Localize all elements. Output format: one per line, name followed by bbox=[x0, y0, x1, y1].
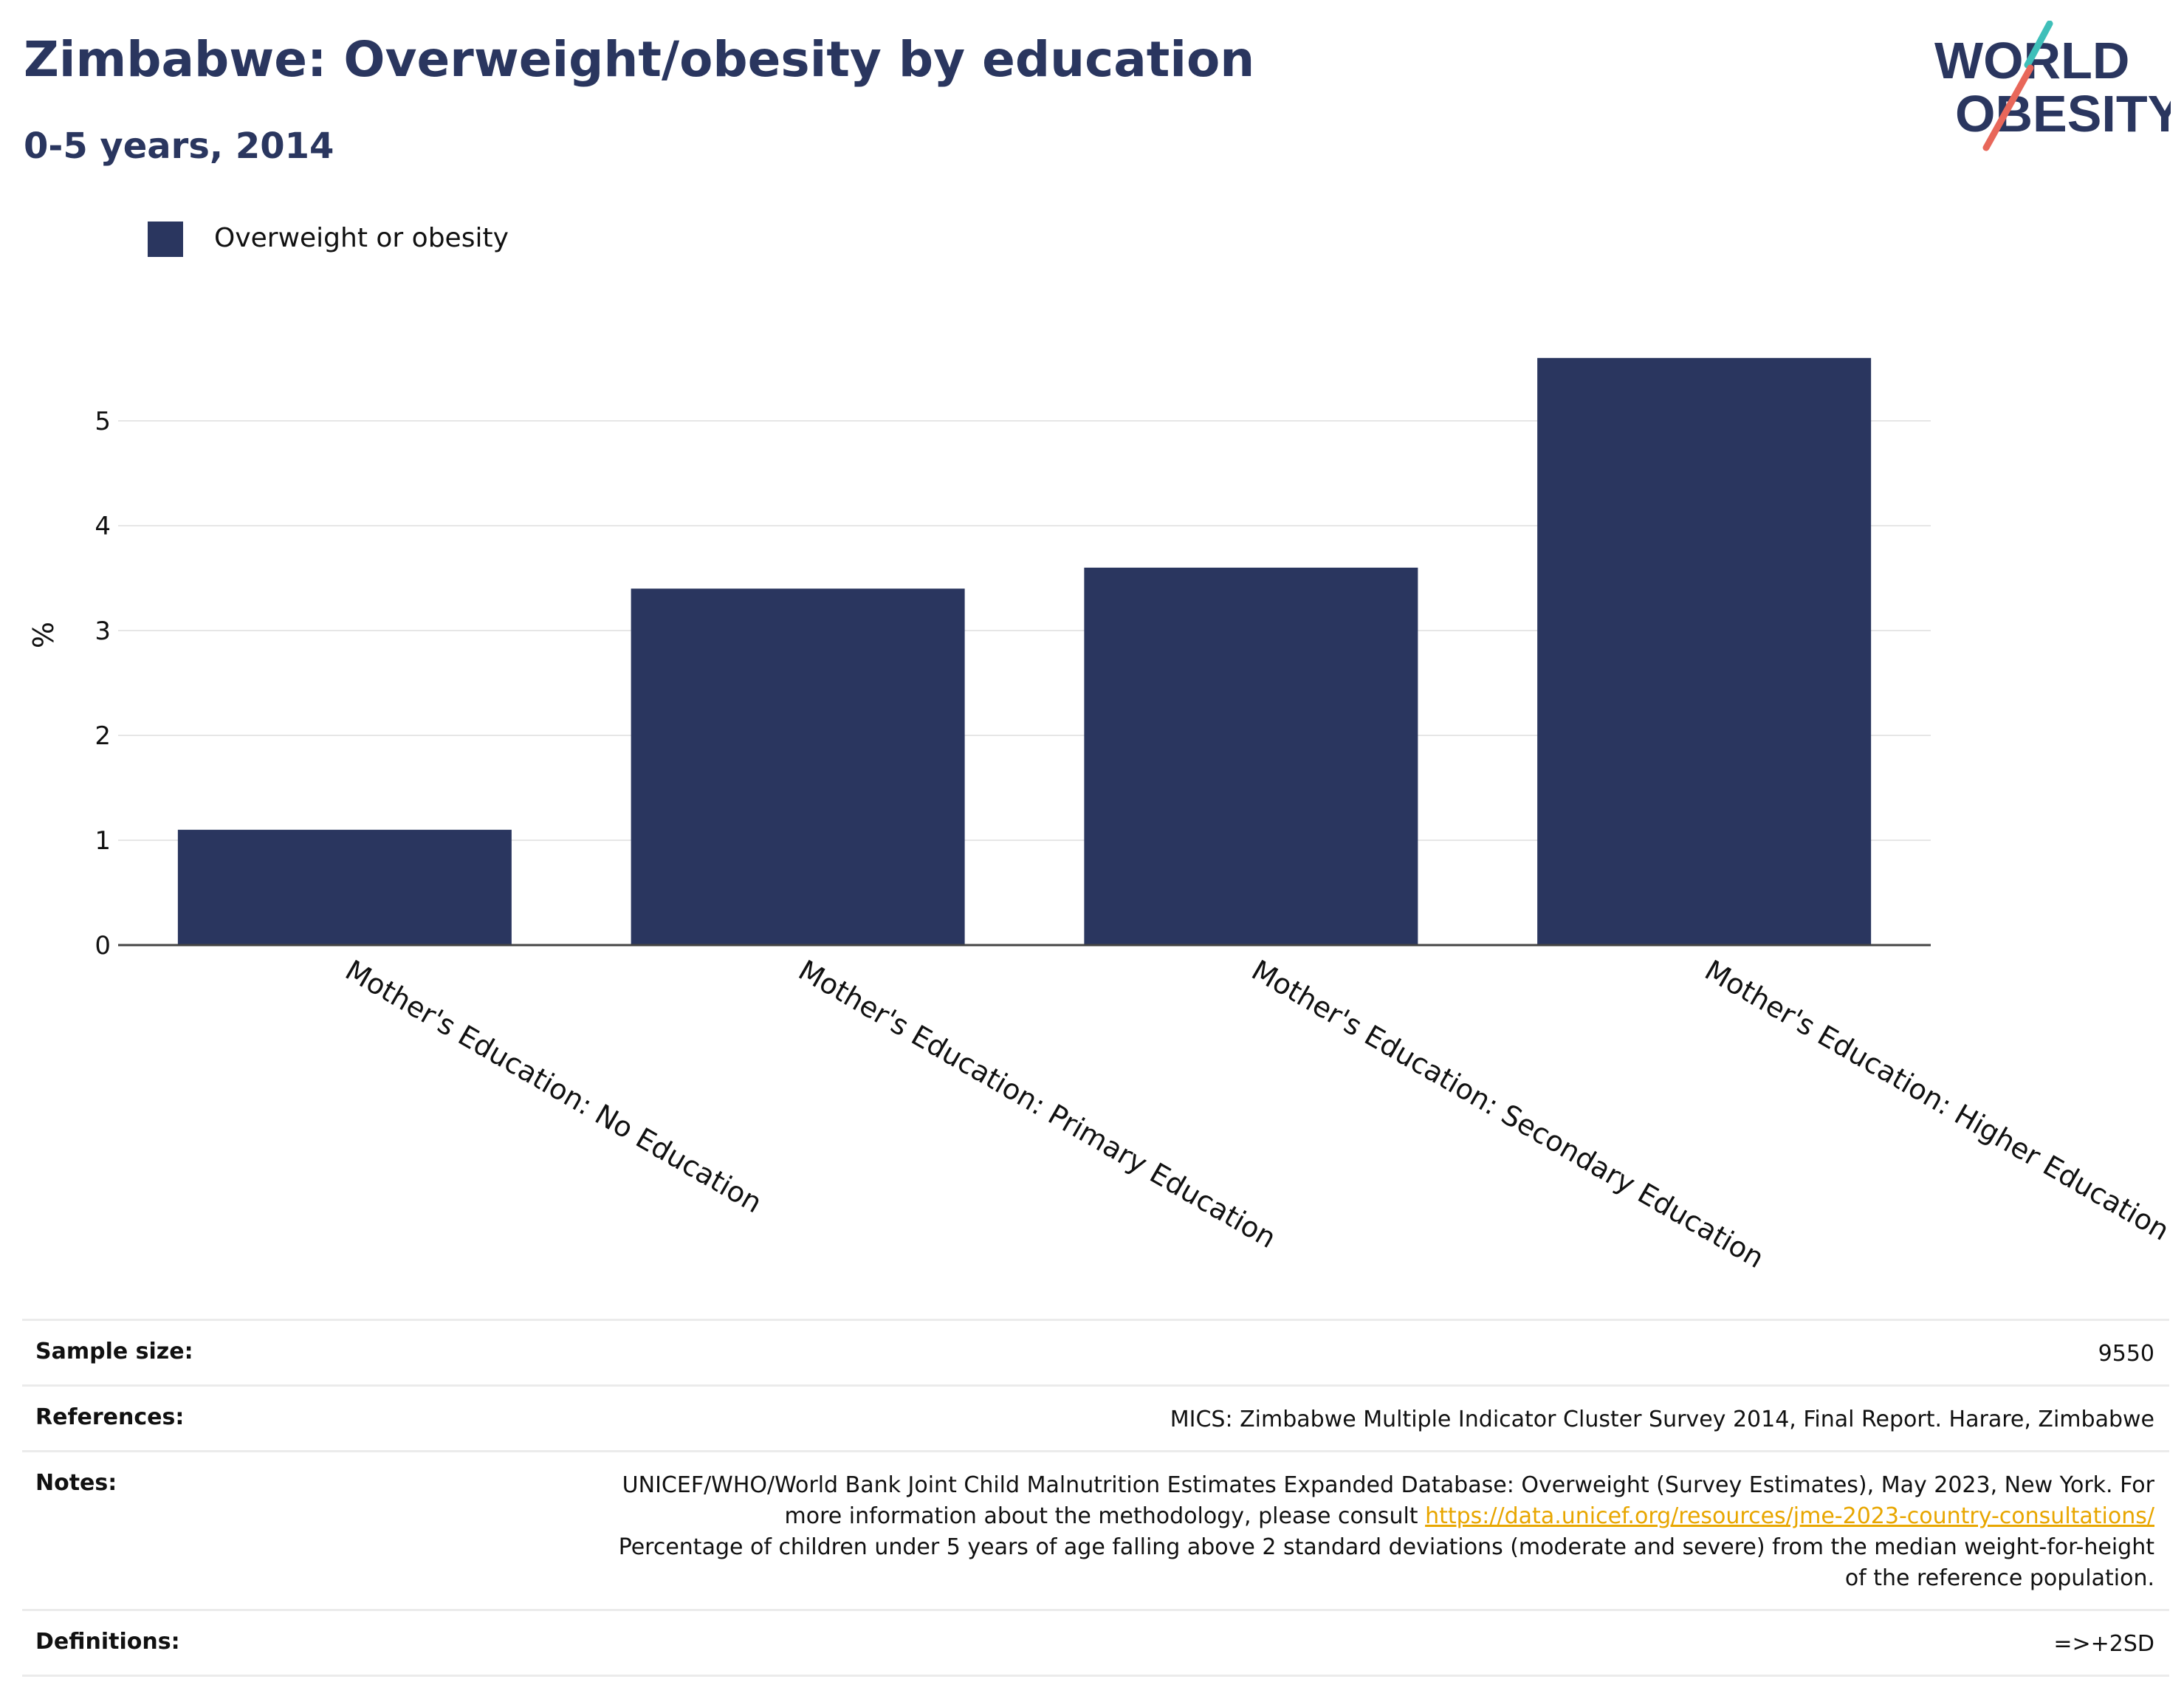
notes-text-source: UNICEF/WHO/World Bank Joint Child Malnut… bbox=[622, 1472, 2154, 1529]
notes-link[interactable]: https://data.unicef.org/resources/jme-20… bbox=[1425, 1503, 2154, 1529]
bar bbox=[1537, 357, 1872, 945]
notes-row: Notes: UNICEF/WHO/World Bank Joint Child… bbox=[22, 1450, 2169, 1609]
sample-size-row: Sample size: 9550 bbox=[22, 1319, 2169, 1384]
notes-value: UNICEF/WHO/World Bank Joint Child Malnut… bbox=[604, 1470, 2154, 1594]
world-obesity-logo: WORLD OBESITY bbox=[1934, 21, 2171, 151]
logo-slash-coral bbox=[1982, 64, 2034, 151]
references-value: MICS: Zimbabwe Multiple Indicator Cluste… bbox=[1170, 1407, 2154, 1432]
notes-label: Notes: bbox=[35, 1470, 117, 1496]
y-axis-label: % bbox=[27, 622, 60, 648]
legend-swatch bbox=[148, 222, 183, 257]
notes-text-definition: Percentage of children under 5 years of … bbox=[618, 1534, 2154, 1591]
x-tick-label: Mother's Education: Secondary Education bbox=[1246, 954, 1770, 1275]
x-tick-label: Mother's Education: Higher Education bbox=[1700, 954, 2175, 1247]
x-tick-label: Mother's Education: No Education bbox=[340, 954, 767, 1220]
logo-slash-teal bbox=[2024, 21, 2053, 69]
sample-size-label: Sample size: bbox=[35, 1339, 193, 1364]
sample-size-value: 9550 bbox=[2098, 1341, 2154, 1367]
y-tick-label: 5 bbox=[95, 407, 111, 436]
y-tick-label: 4 bbox=[95, 512, 111, 541]
chart-title: Zimbabwe: Overweight/obesity by educatio… bbox=[24, 31, 1255, 88]
definitions-row: Definitions: =>+2SD bbox=[22, 1609, 2169, 1677]
references-label: References: bbox=[35, 1404, 185, 1430]
definitions-label: Definitions: bbox=[35, 1629, 180, 1655]
x-tick-label: Mother's Education: Primary Education bbox=[793, 954, 1282, 1254]
info-table: Sample size: 9550 References: MICS: Zimb… bbox=[22, 1319, 2169, 1677]
bar bbox=[177, 829, 512, 945]
definitions-value: =>+2SD bbox=[2053, 1631, 2154, 1657]
y-tick-label: 2 bbox=[95, 721, 111, 751]
chart-subtitle: 0-5 years, 2014 bbox=[24, 126, 334, 167]
bar bbox=[631, 588, 965, 945]
y-tick-label: 1 bbox=[95, 826, 111, 856]
y-tick-label: 3 bbox=[95, 617, 111, 646]
legend-label: Overweight or obesity bbox=[214, 223, 509, 253]
bar bbox=[1084, 567, 1418, 945]
y-tick-label: 0 bbox=[95, 931, 111, 961]
references-row: References: MICS: Zimbabwe Multiple Indi… bbox=[22, 1384, 2169, 1450]
